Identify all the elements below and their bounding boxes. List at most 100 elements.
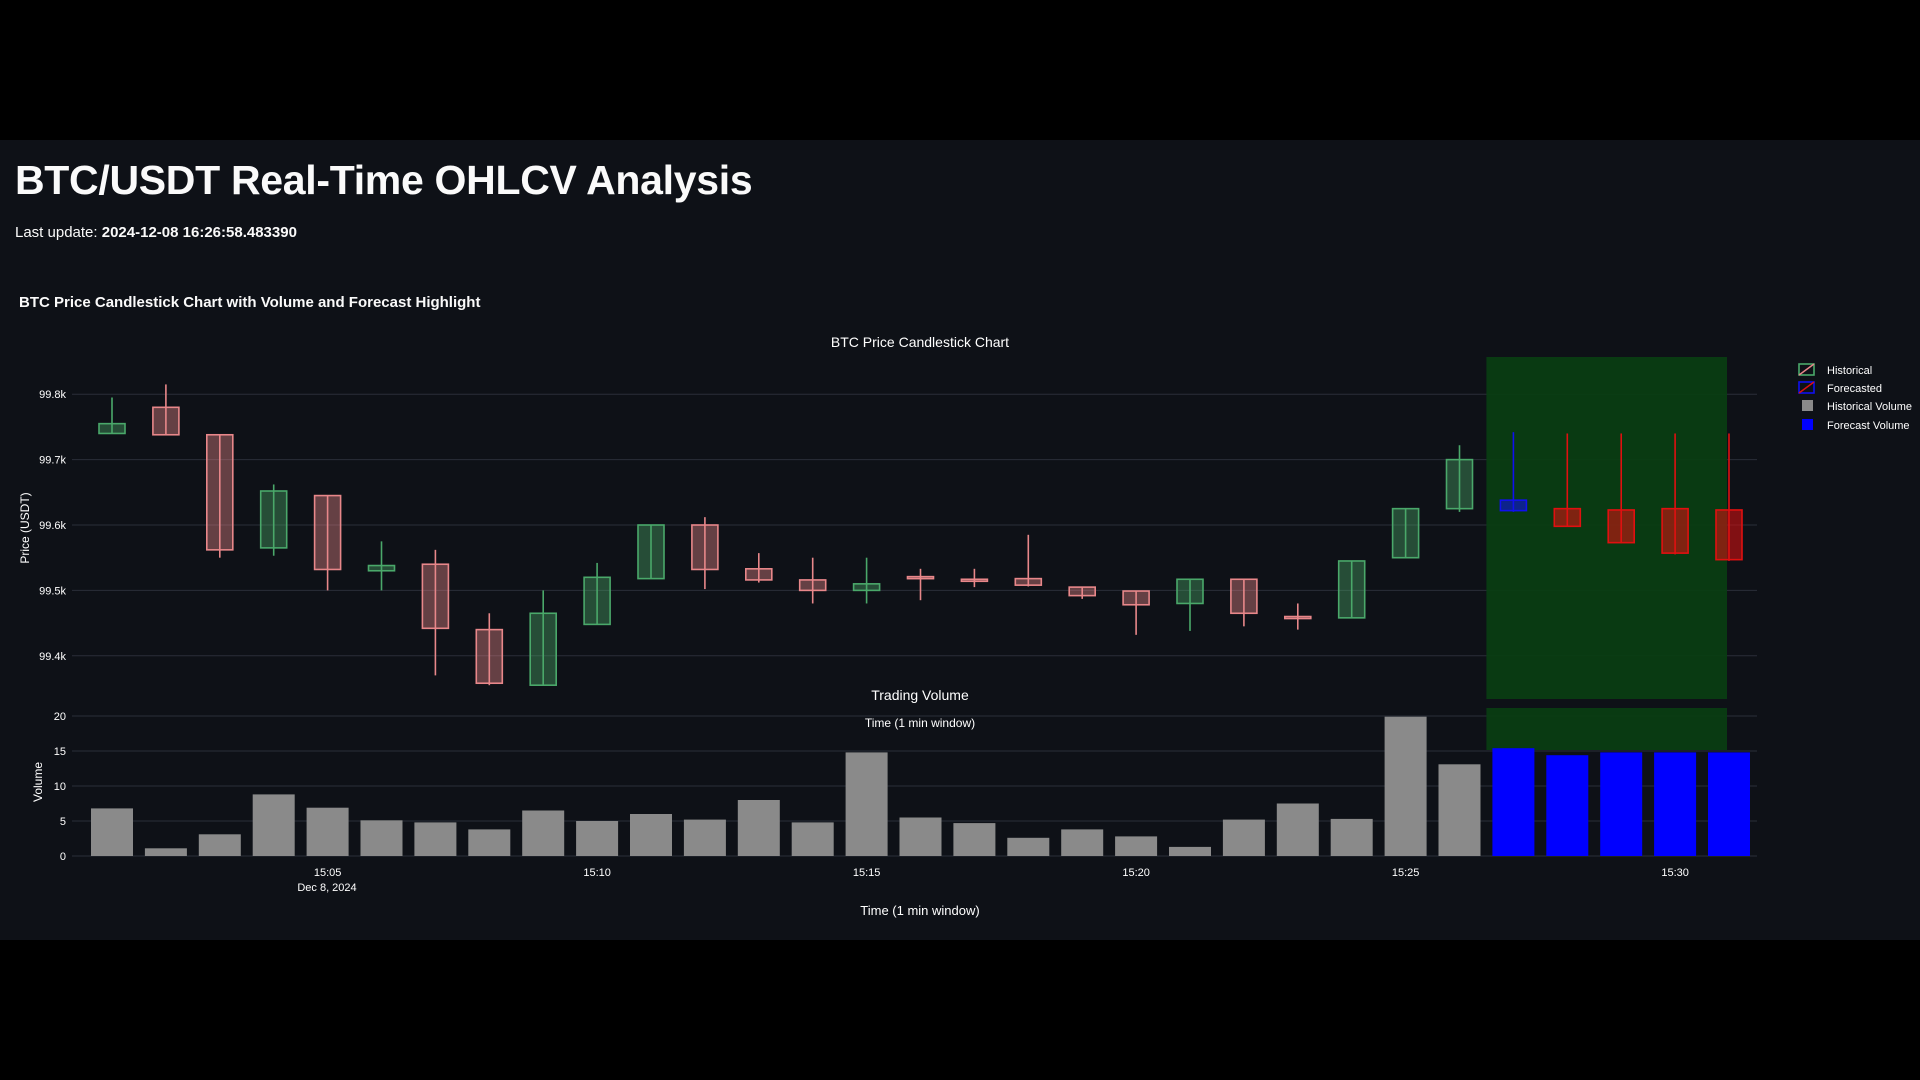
- legend-item-forecasted[interactable]: Forecasted: [1798, 381, 1882, 395]
- historical-volume-bar[interactable]: [1169, 846, 1211, 856]
- legend-item-forecast-volume[interactable]: Forecast Volume: [1802, 419, 1910, 432]
- historical-candle[interactable]: [1176, 578, 1204, 631]
- historical-candle[interactable]: [744, 553, 773, 583]
- historical-candle[interactable]: [1337, 560, 1366, 619]
- x-tick-label: 15:30: [1661, 867, 1689, 879]
- historical-volume-bar[interactable]: [414, 822, 457, 856]
- historical-volume-bar[interactable]: [144, 848, 187, 856]
- legend-forecasted-swatch: [1798, 381, 1815, 394]
- legend: Historical Forecasted Historical Volume …: [1798, 363, 1912, 432]
- legend-historical-label: Historical: [1827, 365, 1872, 377]
- candle-body: [1661, 507, 1689, 554]
- candle-body: [852, 583, 881, 592]
- candle-body: [691, 524, 719, 571]
- historical-candle[interactable]: [259, 484, 288, 556]
- candle-body: [421, 563, 450, 630]
- historical-volume-bar[interactable]: [1438, 764, 1481, 856]
- page-title: BTC/USDT Real-Time OHLCV Analysis: [15, 157, 753, 203]
- volume-y-tick-label: 0: [60, 851, 66, 863]
- historical-volume-bar[interactable]: [522, 810, 565, 857]
- forecast-volume-bar[interactable]: [1654, 752, 1697, 856]
- legend-item-historical[interactable]: Historical: [1798, 363, 1872, 377]
- forecast-candle[interactable]: [1661, 433, 1689, 555]
- volume-y-tick-label: 10: [54, 781, 66, 793]
- volume-y-tick-label: 5: [60, 816, 66, 828]
- historical-candle[interactable]: [475, 613, 504, 686]
- candle-body: [960, 578, 989, 583]
- historical-candle[interactable]: [637, 524, 665, 580]
- forecast-candle[interactable]: [1499, 432, 1528, 512]
- historical-volume-bar[interactable]: [1061, 829, 1104, 856]
- candle-body: [798, 579, 827, 592]
- historical-volume-bar[interactable]: [899, 817, 942, 857]
- historical-candle[interactable]: [798, 557, 827, 604]
- candle-body: [1230, 578, 1258, 615]
- historical-candle[interactable]: [1122, 590, 1150, 635]
- historical-volume-bar[interactable]: [1384, 716, 1427, 856]
- forecast-candle[interactable]: [1607, 433, 1635, 544]
- forecast-candle[interactable]: [1715, 433, 1743, 561]
- forecast-volume-bar[interactable]: [1600, 752, 1643, 856]
- historical-candle[interactable]: [313, 494, 342, 591]
- historical-volume-bar[interactable]: [1007, 837, 1050, 856]
- historical-candle[interactable]: [1445, 445, 1474, 512]
- legend-item-historical-volume[interactable]: Historical Volume: [1802, 400, 1912, 413]
- historical-candle[interactable]: [691, 517, 719, 590]
- candle-body: [1068, 586, 1096, 597]
- historical-candle[interactable]: [852, 557, 881, 604]
- historical-candle[interactable]: [906, 568, 935, 601]
- volume-chart-subtitle: Time (1 min window): [865, 716, 975, 730]
- forecast-volume-bar[interactable]: [1492, 748, 1535, 856]
- historical-candle[interactable]: [1391, 507, 1420, 559]
- historical-candle[interactable]: [1014, 534, 1043, 587]
- price-y-tick-label: 99.5k: [39, 585, 66, 597]
- historical-candle[interactable]: [1230, 578, 1258, 627]
- historical-volume-bar[interactable]: [630, 814, 672, 856]
- forecast-volume-bar[interactable]: [1708, 752, 1750, 856]
- forecast-candle[interactable]: [1553, 433, 1582, 528]
- candle-body: [367, 564, 396, 572]
- candle-body: [744, 568, 773, 581]
- historical-volume-bar[interactable]: [1115, 836, 1158, 856]
- historical-volume-bar[interactable]: [1276, 803, 1319, 857]
- historical-volume-bar[interactable]: [737, 800, 780, 856]
- historical-volume-bar[interactable]: [1330, 818, 1373, 856]
- historical-candle[interactable]: [1068, 586, 1096, 599]
- forecast-highlight-price: [1486, 357, 1727, 699]
- historical-volume-bar[interactable]: [845, 752, 888, 856]
- historical-volume-bar[interactable]: [953, 823, 996, 856]
- historical-volume-bar[interactable]: [1222, 819, 1265, 856]
- historical-volume-bar[interactable]: [198, 834, 241, 856]
- historical-candle[interactable]: [583, 562, 611, 626]
- candle-body: [637, 524, 665, 580]
- candle-body: [583, 576, 611, 626]
- historical-candle[interactable]: [1284, 603, 1312, 630]
- historical-volume-bar[interactable]: [91, 808, 133, 856]
- historical-candle[interactable]: [367, 541, 396, 591]
- candle-body: [1176, 578, 1204, 605]
- x-tick-label: 15:25: [1392, 867, 1420, 879]
- historical-volume-bar[interactable]: [468, 829, 511, 856]
- historical-candle[interactable]: [206, 433, 234, 558]
- historical-candle[interactable]: [98, 397, 126, 435]
- legend-forecasted-label: Forecasted: [1827, 383, 1882, 395]
- candle-body: [98, 422, 126, 435]
- historical-candle[interactable]: [529, 590, 558, 686]
- price-y-tick-label: 99.8k: [39, 389, 66, 401]
- historical-volume-bar[interactable]: [576, 821, 619, 856]
- forecast-volume-bar[interactable]: [1546, 755, 1589, 856]
- historical-candle[interactable]: [152, 384, 180, 436]
- historical-candle[interactable]: [960, 568, 989, 588]
- historical-volume-bar[interactable]: [306, 807, 349, 856]
- historical-volume-bar[interactable]: [683, 819, 726, 856]
- candles-layer: [98, 384, 1743, 686]
- volume-chart-title: Trading Volume: [871, 687, 969, 703]
- candle-body: [1014, 577, 1043, 586]
- historical-candle[interactable]: [421, 549, 450, 676]
- historical-volume-bar[interactable]: [791, 822, 834, 856]
- candle-body: [1337, 560, 1366, 619]
- price-y-tick-label: 99.6k: [39, 520, 66, 532]
- historical-volume-bar[interactable]: [360, 820, 403, 856]
- historical-volume-bar[interactable]: [252, 794, 295, 856]
